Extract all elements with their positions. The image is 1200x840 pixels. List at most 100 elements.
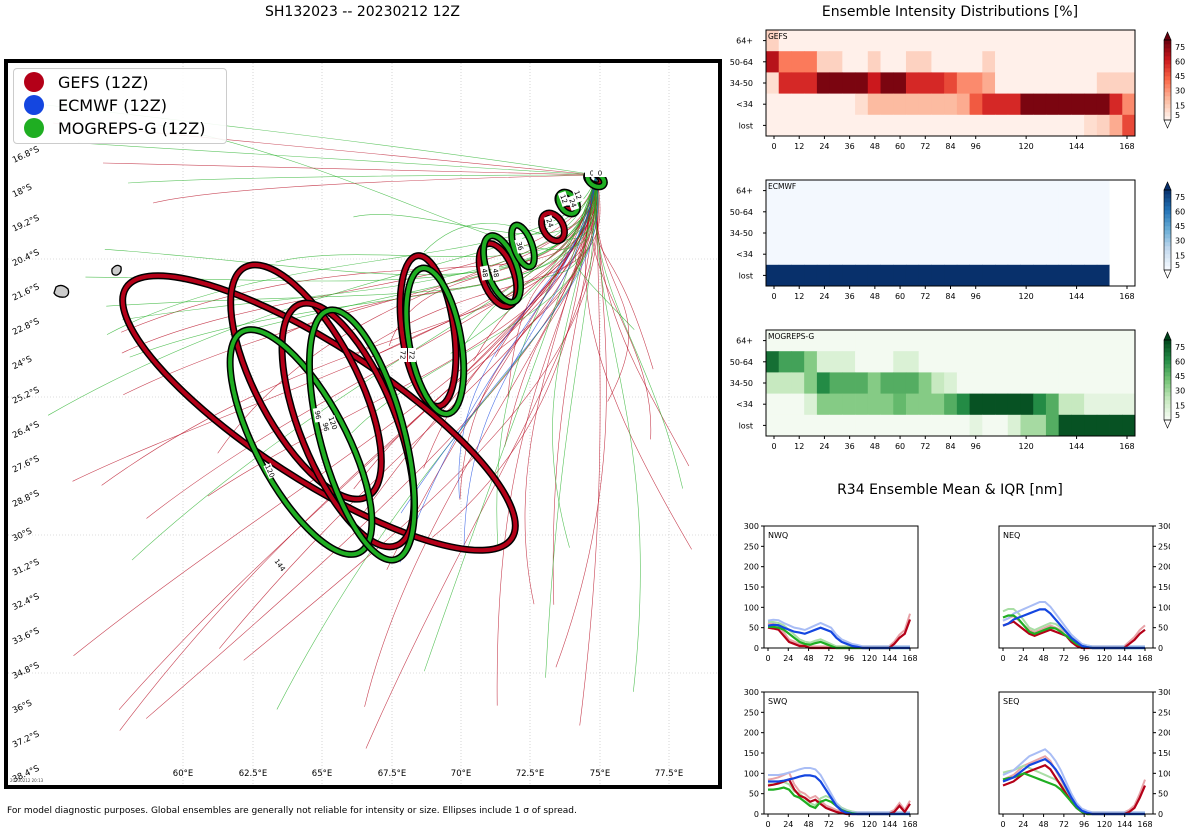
colorbar-cell (1164, 388, 1171, 393)
heatmap-cell (982, 51, 996, 73)
heatmap-cell (969, 351, 983, 373)
heatmap-cell (1071, 72, 1085, 94)
lon-label: 72.5°E (516, 769, 545, 779)
heatmap-cell (1096, 51, 1110, 73)
heatmap-cell (867, 414, 881, 437)
heatmap-cell (1033, 414, 1047, 437)
heatmap-row-label: <34 (736, 250, 753, 259)
heatmap-cell (918, 93, 932, 116)
colorbar-cell (1164, 84, 1171, 89)
heatmap-cell (842, 201, 856, 223)
heatmap-cell (867, 222, 881, 244)
heatmap-cell (1020, 222, 1034, 244)
heatmap-cell (766, 201, 780, 223)
heatmap-row-label: 34-50 (730, 379, 753, 388)
heatmap-cell (1020, 72, 1034, 94)
ensemble-track (219, 174, 597, 649)
heatmap-cell (944, 222, 958, 244)
legend-item-ecmwf: ECMWF (12Z) (24, 94, 167, 116)
ellipse-hour-label: 12 (572, 190, 583, 201)
colorbar-cell (1164, 56, 1171, 61)
heatmap-cell (1058, 114, 1072, 137)
ensemble-track (152, 174, 597, 204)
colorbar-cell (1164, 218, 1171, 223)
heatmap-cell (867, 72, 881, 94)
heatmap-cell (778, 393, 792, 416)
heatmap-cell (804, 93, 818, 116)
heatmap-cell (1071, 243, 1085, 266)
heatmap-cell (969, 393, 983, 416)
heatmap-cell (1058, 93, 1072, 116)
heatmap-cell (1033, 72, 1047, 94)
heatmap-cell (956, 393, 970, 416)
r34-x-tick: 48 (1038, 820, 1048, 829)
colorbar-cell (1164, 64, 1171, 69)
heatmap-cell (905, 30, 920, 52)
heatmap-cell (842, 243, 856, 266)
heatmap-cell (1033, 351, 1047, 373)
lat-label: 26.4°S (11, 420, 41, 441)
heatmap-model-name: GEFS (768, 32, 788, 41)
heatmap-cell (1084, 114, 1098, 137)
heatmap-cell (842, 93, 856, 116)
gefs-marker-icon (24, 72, 44, 92)
r34-y-tick: 300 (1158, 522, 1170, 531)
heatmap-cell (969, 201, 983, 223)
heatmap-x-tick: 96 (971, 142, 981, 151)
heatmap-cell (1007, 243, 1021, 266)
r34-x-tick: 120 (862, 820, 877, 829)
ensemble-track (127, 174, 597, 184)
colorbar-extend-max (1163, 331, 1172, 341)
r34-y-tick: 250 (1158, 542, 1170, 551)
intensity-panel-mogreps: MOGREPS-G 64+ 50-64 34-50 <34 lost 0 12 24 36 48 60… (730, 329, 1185, 451)
colorbar-cell (1164, 80, 1171, 85)
heatmap-cell (766, 393, 780, 416)
heatmap-cell (842, 351, 856, 373)
heatmap-cell (1033, 264, 1047, 287)
heatmap-cell (1096, 393, 1110, 416)
heatmap-cell (995, 414, 1009, 437)
ellipse-hour-label: 96 (313, 410, 323, 421)
colorbar-cell (1164, 352, 1171, 357)
colorbar-cell (1164, 190, 1171, 195)
ellipse-hour-label: 24 (567, 198, 578, 210)
forecast-ellipse (120, 273, 518, 553)
r34-iqr-line (768, 766, 910, 814)
heatmap-cell (766, 264, 780, 287)
heatmap-cell (969, 414, 983, 437)
forecast-ellipse (509, 223, 537, 269)
heatmap-x-tick: 72 (920, 442, 930, 451)
heatmap-cell (1071, 114, 1085, 137)
heatmap-cell (1109, 330, 1123, 352)
heatmap-cell (995, 330, 1009, 352)
ellipse-hour-label: 96 (321, 422, 331, 433)
intensity-title: Ensemble Intensity Distributions [%] (821, 4, 1079, 20)
track-map[interactable]: 16.8°S 18°S 19.2°S 20.4°S 21.6°S 22.8°S 24°S 25… (4, 59, 722, 789)
r34-iqr-line (767, 618, 910, 648)
colorbar-cell (1164, 206, 1171, 211)
heatmap-x-tick: 120 (1019, 442, 1034, 451)
heatmap-cell (1122, 201, 1136, 223)
heatmap-cell (1071, 351, 1085, 373)
colorbar-tick: 75 (1175, 193, 1185, 202)
colorbar-cell (1164, 48, 1171, 53)
lon-label: 77.5°E (655, 769, 684, 779)
colorbar-cell (1164, 198, 1171, 203)
colorbar-tick: 30 (1175, 237, 1185, 246)
forecast-ellipse (398, 253, 458, 409)
heatmap-cell (791, 414, 805, 437)
ensemble-track (463, 174, 597, 549)
heatmap-cell (969, 264, 983, 287)
heatmap-cell (982, 180, 996, 202)
heatmap-cell (1071, 393, 1085, 416)
heatmap-cell (918, 72, 932, 94)
heatmap-cell (855, 51, 869, 73)
heatmap-cell (867, 372, 881, 394)
colorbar-cell (1164, 238, 1171, 243)
heatmap-cell (931, 264, 945, 287)
r34-y-tick: 150 (1158, 583, 1170, 592)
heatmap-cell (1045, 264, 1060, 287)
heatmap-cell (791, 222, 805, 244)
heatmap-cell (918, 351, 932, 373)
heatmap-cell (791, 201, 805, 223)
